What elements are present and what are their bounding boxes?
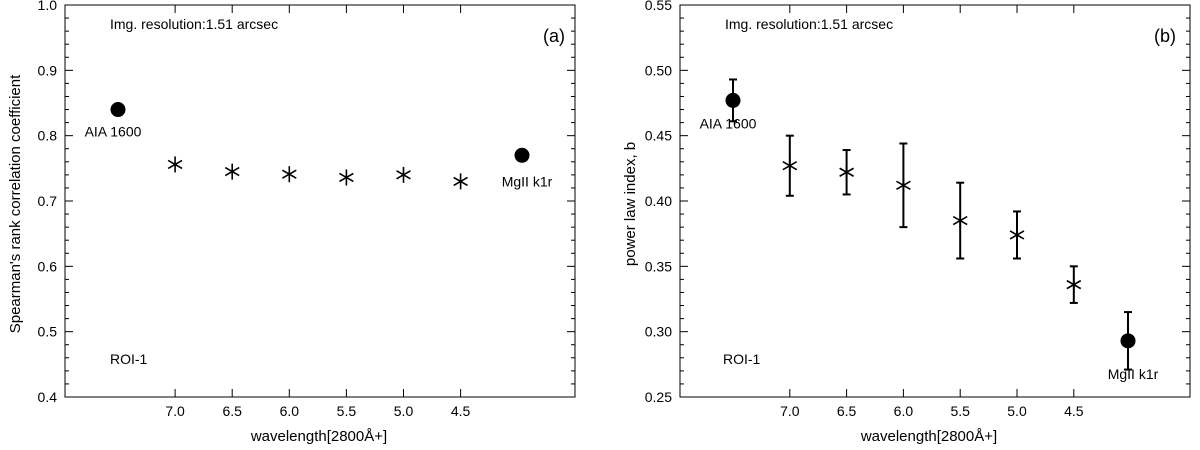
panel-a-asterisk-stroke (167, 159, 183, 170)
panel-b-asterisk-stroke (782, 161, 798, 171)
panel-b-asterisk-stroke (952, 215, 968, 226)
panel-b-data-point-asterisk (1066, 276, 1082, 293)
panel-a-plot-frame (64, 4, 576, 398)
panel-a-y-tick-label: 0.8 (38, 128, 58, 144)
panel-a-x-axis-label: wavelength[2800Å+] (250, 428, 387, 445)
panel-b-data-point-asterisk (782, 157, 798, 174)
panel-b-data-point-asterisk (839, 164, 854, 181)
panel-a-x-tick-label: 5.0 (394, 403, 414, 419)
panel-a-x-tick-label: 6.0 (280, 403, 300, 419)
panel-b-asterisk-stroke (839, 167, 854, 177)
panel-a-point-label: MgII k1r (502, 173, 553, 189)
panel-b-x-tick-label: 6.0 (894, 403, 914, 419)
panel-b-y-tick-label: 0.50 (645, 62, 672, 78)
panel-b-y-axis-label: power law index, b (622, 142, 639, 266)
panel-b-roi-note: ROI-1 (723, 351, 761, 367)
panel-b-x-tick-label: 6.5 (837, 403, 857, 419)
panel-b-y-tick-label: 0.40 (645, 193, 672, 209)
panel-a-data-point-asterisk (339, 169, 354, 186)
panel-a-asterisk-stroke (453, 176, 468, 187)
panel-a-data-point-circle (514, 147, 530, 163)
panel-a-asterisk-stroke (396, 170, 411, 180)
panel-a-data-point-asterisk (396, 166, 411, 183)
panel-b-data-point-asterisk (1009, 226, 1025, 243)
panel-b-asterisk-stroke (1009, 230, 1025, 240)
panel-a-y-tick-label: 0.6 (38, 258, 58, 274)
panel-a-data-point-asterisk (167, 156, 183, 173)
panel-a-y-tick-label: 0.4 (38, 389, 58, 405)
panel-a-y-tick-label: 0.9 (38, 62, 58, 78)
panel-b-x-tick-label: 4.5 (1064, 403, 1084, 419)
panel-a-x-tick-label: 6.5 (222, 403, 242, 419)
panel-b-asterisk-stroke (1066, 279, 1082, 290)
panel-a-data-point-circle (110, 102, 126, 118)
panel-a-y-axis-label: Spearman's rank correlation coefficient (7, 74, 24, 333)
panel-b-data-point-asterisk (896, 177, 911, 194)
panel-b-point-label: MgII k1r (1108, 366, 1159, 382)
panel-a-data-point-asterisk (281, 166, 297, 183)
panel-a-x-tick-label: 5.5 (337, 403, 357, 419)
panel-a-x-tick-label: 7.0 (165, 403, 185, 419)
panel-a-label: (a) (543, 26, 565, 46)
panel-b-asterisk-stroke (896, 180, 911, 191)
panel-b-data-point-asterisk (952, 212, 968, 229)
panel-b-resolution-note: Img. resolution:1.51 arcsec (725, 16, 893, 32)
panel-a-resolution-note: Img. resolution:1.51 arcsec (110, 16, 278, 32)
panel-a-point-label: AIA 1600 (85, 124, 142, 140)
panel-b-y-tick-label: 0.55 (645, 0, 672, 13)
panel-b-y-tick-label: 0.45 (645, 128, 672, 144)
panel-a-y-tick-label: 0.5 (38, 324, 58, 340)
panel-b-y-tick-label: 0.25 (645, 389, 672, 405)
panel-a: (a) Img. resolution:1.51 arcsec ROI-1 wa… (7, 0, 576, 445)
panel-b-x-tick-label: 5.5 (950, 403, 970, 419)
panel-b-plot-frame (679, 4, 1191, 398)
panel-b-label: (b) (1154, 26, 1176, 46)
panel-a-data-point-asterisk (453, 173, 468, 190)
panel-b: (b) Img. resolution:1.51 arcsec ROI-1 wa… (622, 0, 1191, 445)
panel-a-asterisk-stroke (281, 169, 297, 179)
panel-a-data-point-asterisk (224, 163, 240, 180)
panel-b-y-tick-label: 0.35 (645, 258, 672, 274)
panel-a-asterisk-stroke (339, 172, 354, 183)
panel-a-roi-note: ROI-1 (110, 351, 148, 367)
panel-b-data-point-circle (1120, 333, 1136, 349)
panel-a-y-tick-label: 0.7 (38, 193, 58, 209)
panel-b-x-axis-label: wavelength[2800Å+] (860, 428, 997, 445)
panel-a-asterisk-stroke (224, 166, 240, 177)
panel-b-y-tick-label: 0.30 (645, 324, 672, 340)
panel-b-point-label: AIA 1600 (700, 115, 757, 131)
panel-a-x-tick-label: 4.5 (451, 403, 471, 419)
panel-b-x-tick-label: 5.0 (1007, 403, 1027, 419)
panel-a-y-tick-label: 1.0 (38, 0, 58, 13)
panel-b-data-point-circle (725, 92, 741, 108)
panel-b-x-tick-label: 7.0 (780, 403, 800, 419)
